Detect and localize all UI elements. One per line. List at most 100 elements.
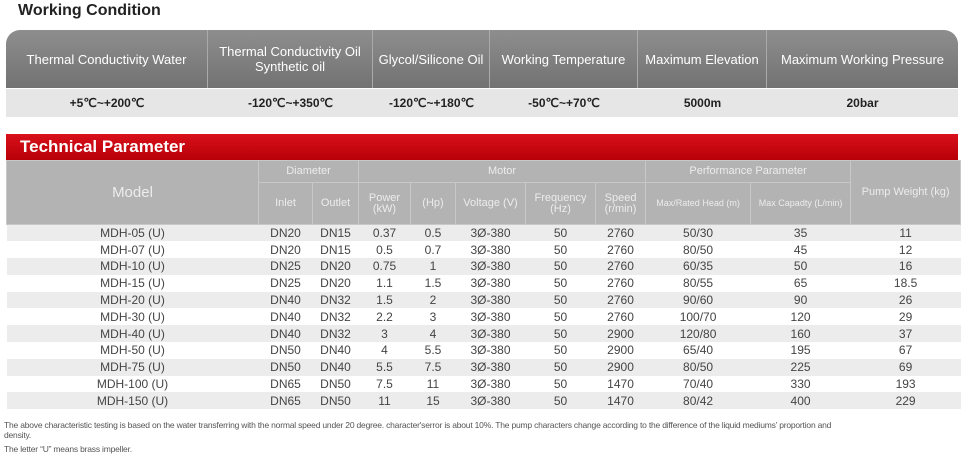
table-cell: 7.5 [410, 358, 456, 376]
table-cell: 120 [790, 309, 811, 324]
header-performance: Performance Parameter [645, 160, 852, 183]
table-cell: 45 [793, 242, 808, 257]
table-cell: 0.7 [424, 242, 442, 257]
table-row: MDH-100 (U) DN65 DN50 7.5 11 3Ø-380 50 1470 70/4… [7, 376, 961, 393]
header-hp: (Hp) [410, 182, 456, 225]
table-cell: MDH-40 (U) [6, 325, 259, 343]
table-row: MDH-150 (U) DN65 DN50 11 15 3Ø-380 50 1470 80/42… [6, 392, 961, 410]
table-cell: DN40 [258, 325, 313, 343]
table-cell: MDH-15 (U) [100, 276, 165, 291]
wc-header-cell: Thermal Conductivity Water [6, 30, 208, 88]
table-cell: 11 [426, 377, 440, 392]
table-cell: 90 [750, 291, 851, 309]
header-motor: Motor [357, 160, 647, 183]
table-cell: MDH-50 (U) [100, 343, 165, 358]
wc-header-cell: Maximum Elevation [638, 30, 767, 88]
wc-value: +5℃~+200℃ [69, 96, 145, 110]
table-cell: 3 [429, 309, 437, 324]
table-cell: MDH-30 (U) [100, 309, 165, 324]
table-cell: 7.5 [376, 377, 393, 392]
table-cell: 18.5 [893, 276, 918, 291]
table-cell: 3Ø-380 [455, 358, 526, 376]
table-cell: 50 [750, 258, 851, 275]
table-cell: 50 [553, 377, 568, 392]
table-cell: 69 [850, 358, 961, 376]
table-cell: 50 [525, 325, 596, 343]
table-cell: DN40 [258, 291, 313, 309]
working-condition-header: Thermal Conductivity Water Thermal Condu… [6, 30, 958, 88]
table-cell: 26 [850, 291, 961, 309]
wc-value: -50℃~+70℃ [528, 96, 600, 110]
working-condition-values: +5℃~+200℃ -120℃~+350℃ -120℃~+180℃ -50℃~+… [6, 89, 958, 117]
header-inlet: Inlet [258, 182, 313, 225]
table-cell: 5.5 [424, 343, 442, 358]
wc-header-cell: Working Temperature [490, 30, 638, 88]
table-cell: 229 [850, 392, 961, 410]
table-cell: DN25 [270, 276, 301, 291]
header-outlet: Outlet [312, 182, 359, 225]
table-cell: 50 [553, 242, 568, 257]
table-cell: 35 [750, 224, 851, 242]
table-cell: 4 [410, 325, 456, 343]
table-row: MDH-07 (U) DN20 DN15 0.5 0.7 3Ø-380 50 2760 80/5… [7, 241, 961, 258]
wc-value: -120℃~+180℃ [388, 96, 474, 110]
table-cell: DN50 [270, 343, 301, 358]
header-weight: Pump Weight (kg) [850, 160, 962, 225]
table-cell: DN32 [312, 325, 359, 343]
table-cell: 80/50 [645, 358, 751, 376]
table-cell: MDH-05 (U) [6, 224, 259, 242]
wc-value: 20bar [846, 96, 879, 110]
table-cell: 2.2 [376, 309, 393, 324]
table-cell: 11 [850, 224, 961, 242]
table-cell: DN50 [320, 377, 351, 392]
table-cell: 1.1 [376, 276, 393, 291]
table-cell: 160 [750, 325, 851, 343]
table-cell: DN15 [320, 242, 351, 257]
table-cell: DN15 [312, 224, 359, 242]
header-capacity: Max Capadty (L/min) [750, 182, 852, 225]
table-cell: DN32 [312, 291, 359, 309]
table-cell: MDH-10 (U) [6, 258, 259, 275]
table-cell: 50 [525, 291, 596, 309]
technical-table: Model Diameter Motor Performance Paramet… [6, 160, 962, 410]
table-cell: 29 [898, 309, 913, 324]
header-head: Max/Rated Head (m) [645, 182, 752, 225]
table-cell: 2900 [595, 358, 646, 376]
table-cell: 100/70 [679, 309, 717, 324]
wc-header-cell: Thermal Conductivity Oil Synthetic oil [208, 30, 373, 88]
table-cell: 80/42 [645, 392, 751, 410]
table-row: MDH-20 (U) DN40 DN32 1.5 2 3Ø-380 50 2760 90/60 9… [6, 291, 961, 309]
table-cell: MDH-100 (U) [96, 377, 169, 392]
table-cell: 37 [850, 325, 961, 343]
table-cell: 90/60 [645, 291, 751, 309]
working-condition-title: Working Condition [18, 2, 161, 19]
table-cell: 2760 [595, 224, 646, 242]
table-cell: DN40 [320, 343, 351, 358]
table-cell: MDH-07 (U) [100, 242, 165, 257]
table-cell: 2 [410, 291, 456, 309]
table-cell: DN20 [270, 242, 301, 257]
table-cell: 3Ø-380 [470, 242, 511, 257]
wc-header-cell: Glycol/Silicone Oil [373, 30, 490, 88]
table-cell: 65 [793, 276, 808, 291]
table-cell: 16 [850, 258, 961, 275]
table-row: MDH-30 (U) DN40 DN32 2.2 3 3Ø-380 50 2760 100/70… [7, 308, 961, 325]
table-cell: 50 [553, 276, 568, 291]
table-row: MDH-40 (U) DN40 DN32 3 4 3Ø-380 50 2900 120/80 16… [6, 325, 961, 343]
table-cell: 1.5 [358, 291, 411, 309]
table-cell: DN20 [258, 224, 313, 242]
table-cell: 70/40 [683, 377, 714, 392]
table-cell: 50 [525, 358, 596, 376]
table-cell: 11 [358, 392, 411, 410]
table-cell: MDH-20 (U) [6, 291, 259, 309]
table-cell: 2900 [595, 325, 646, 343]
wc-value: 5000m [683, 96, 722, 110]
header-voltage: Voltage (V) [455, 182, 526, 225]
wc-header-cell: Maximum Working Pressure [780, 51, 945, 67]
table-cell: DN40 [312, 358, 359, 376]
table-cell: 50 [525, 258, 596, 275]
table-row: MDH-15 (U) DN25 DN20 1.1 1.5 3Ø-380 50 2760 80/5… [7, 275, 961, 292]
table-cell: 3Ø-380 [455, 325, 526, 343]
table-cell: 60/35 [645, 258, 751, 275]
footnote-testing: The above characteristic testing is base… [4, 420, 832, 440]
